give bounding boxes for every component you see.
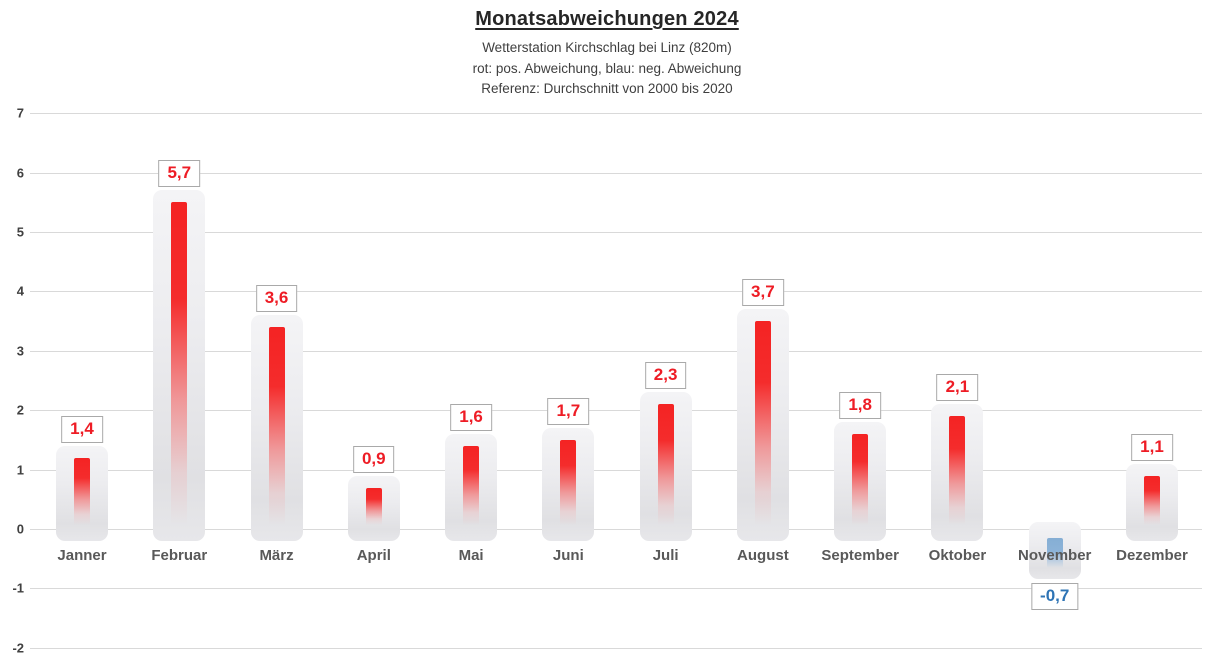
category-label: Juli (652, 547, 679, 564)
gridline-y-7 (30, 113, 1202, 115)
category-label: Oktober (928, 547, 987, 564)
value-label: 3,7 (742, 279, 784, 307)
gridline-y-3 (30, 350, 1202, 352)
value-label: 1,8 (839, 392, 881, 420)
category-label: September (821, 547, 899, 564)
bar-value-positive (74, 457, 90, 525)
gridline-y--2 (30, 647, 1202, 649)
value-label: 2,3 (644, 362, 687, 390)
category-label: Janner (57, 547, 107, 564)
category-label: Juni (552, 547, 584, 564)
bar-value-positive (852, 434, 869, 525)
ytick-label-7: 7 (16, 105, 24, 121)
category-label: März (259, 547, 294, 564)
gridline-y-6 (30, 172, 1202, 174)
value-label: 3,6 (255, 285, 298, 313)
category-label: Mai (458, 547, 484, 564)
category-label: Dezember (1116, 547, 1188, 564)
value-label: -0,7 (1031, 582, 1079, 610)
ytick-label-4: 4 (16, 283, 24, 299)
chart-subtitle-reference: Referenz: Durchschnitt von 2000 bis 2020 (481, 81, 733, 96)
category-label: April (356, 547, 391, 564)
ytick-label-0: 0 (16, 521, 24, 537)
value-label: 5,7 (158, 160, 201, 188)
gridline-y-2 (30, 410, 1202, 412)
ytick-label-1: 1 (16, 462, 24, 478)
bar-value-positive (171, 202, 188, 525)
chart-title: Monatsabweichungen 2024 (475, 8, 739, 30)
chart-subtitle-color-legend: rot: pos. Abweichung, blau: neg. Abweich… (472, 60, 742, 76)
value-label: 1,6 (450, 403, 492, 431)
bar-value-positive (754, 321, 771, 525)
chart-header: Monatsabweichungen 2024 Wetterstation Ki… (0, 8, 1214, 100)
ytick-label--1: -1 (12, 580, 24, 596)
gridline-y-4 (30, 291, 1202, 293)
value-label: 0,9 (352, 445, 395, 473)
bar-value-negative (1046, 537, 1063, 568)
ytick-label-3: 3 (16, 343, 24, 359)
bar-value-positive (365, 487, 382, 525)
ytick-label-6: 6 (16, 165, 24, 181)
bar-value-positive (1143, 475, 1160, 525)
gridline-y-5 (30, 232, 1202, 233)
bar-value-positive (657, 404, 674, 525)
ytick-label--2: -2 (12, 640, 24, 656)
gridline-y-1 (30, 469, 1202, 471)
value-label: 1,4 (61, 415, 103, 443)
category-label: November (1018, 547, 1092, 564)
value-label: 1,1 (1131, 433, 1173, 461)
chart-subtitle-station: Wetterstation Kirchschlag bei Linz (820m… (482, 40, 732, 55)
value-label: 2,1 (936, 374, 979, 402)
category-label: August (737, 547, 789, 564)
value-label: 1,7 (547, 398, 590, 426)
category-label: Februar (151, 547, 208, 564)
bar-value-positive (463, 445, 480, 525)
gridline-y-0 (30, 529, 1202, 530)
gridline-y--1 (30, 588, 1202, 590)
bar-value-positive (560, 440, 577, 525)
bar-value-positive (949, 416, 966, 525)
bar-value-positive (268, 327, 285, 525)
ytick-label-5: 5 (16, 224, 24, 240)
ytick-label-2: 2 (16, 402, 24, 418)
